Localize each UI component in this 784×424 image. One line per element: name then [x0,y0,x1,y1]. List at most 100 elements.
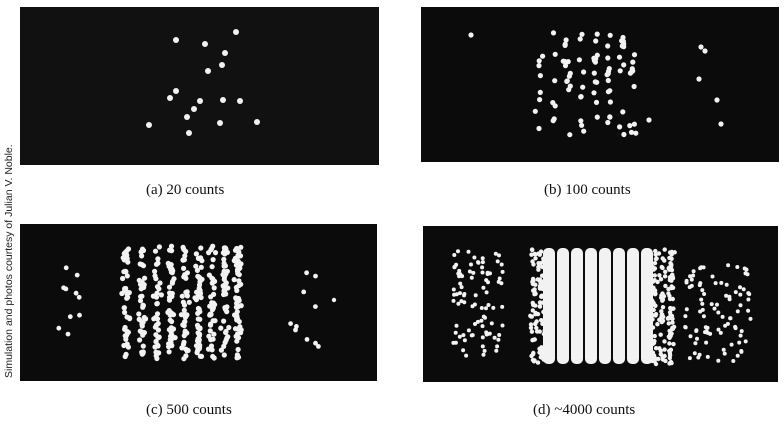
hit-dot [693,341,697,345]
hit-dot [668,351,672,355]
hit-dot [683,314,687,318]
hit-dot [235,352,240,357]
hit-dot [237,324,242,329]
hit-dot [704,341,708,345]
hit-dot [202,41,208,47]
hit-dot [490,321,494,325]
hit-dot [195,268,200,273]
hit-dot [139,350,144,355]
hit-dot [581,69,586,74]
hit-dot [167,327,172,332]
hit-dot [538,304,542,308]
hit-dot [183,276,188,281]
hit-dot [123,354,128,359]
hit-dot [198,354,203,359]
hit-dot [126,345,131,350]
hit-dot [151,316,156,321]
fringe-band [557,248,569,364]
hit-dot [746,272,750,276]
hit-dot [593,38,598,43]
hit-dot [123,333,128,338]
hit-dot [481,256,485,260]
hit-dot [716,359,720,363]
hit-dot [121,269,126,274]
hit-dot [669,360,673,364]
hit-dot [217,120,223,126]
hit-dot [653,261,657,265]
hit-dot [196,330,201,335]
hit-dot [123,288,128,293]
hit-dot [553,52,558,57]
hit-dot [536,126,541,131]
hit-dot [652,278,656,282]
hit-dot [470,276,474,280]
hit-dot [66,332,71,337]
hit-dot [451,341,455,345]
hit-dot [481,271,485,275]
hit-dot [621,132,626,137]
hit-dot [481,286,485,290]
hit-dot [533,312,537,316]
hit-dot [481,260,485,264]
hit-dot [452,293,456,297]
hit-dot [561,59,566,64]
hit-dot [225,334,230,339]
hit-dot [591,90,596,95]
hit-dot [652,341,656,345]
hit-dot [736,309,740,313]
hit-dot [497,253,501,257]
hit-dot [533,303,537,307]
hit-dot [208,322,213,327]
hit-dot [671,275,675,279]
hit-dot [533,337,537,341]
hit-dot [652,267,656,271]
hit-dot [223,340,228,345]
hit-dot [730,343,734,347]
hit-dot [234,339,239,344]
hit-dot [708,332,712,336]
hit-dot [531,288,535,292]
hit-dot [491,306,495,310]
hit-dot [606,78,611,83]
hit-dot [659,333,663,337]
hit-dot [539,295,543,299]
hit-dot [737,341,741,345]
hit-dot [540,322,544,326]
hit-dot [540,274,544,278]
hit-dot [722,348,726,352]
hit-dot [568,71,573,76]
hit-dot [702,314,706,318]
hit-dot [154,262,159,267]
hit-dot [542,329,546,333]
fringe-band [543,248,555,364]
hit-dot [536,251,540,255]
hit-dot [186,130,192,136]
hit-dot [580,85,585,90]
hit-dot [630,60,635,65]
hit-dot [669,267,673,271]
hit-dot [235,298,240,303]
hit-dot [632,122,637,127]
hit-dot [699,265,703,269]
hit-dot [236,267,241,272]
hit-dot [535,329,539,333]
hit-dot [221,319,226,324]
hit-dot [480,306,484,310]
hit-dot [127,316,132,321]
hit-dot [632,84,637,89]
hit-dot [553,103,558,108]
hit-dot [136,311,141,316]
hit-dot [536,265,540,269]
caption-b: (b) 100 counts [544,182,631,199]
hit-dot [288,321,293,326]
hit-dot [236,347,241,352]
hit-dot [685,307,689,311]
hit-dot [719,331,723,335]
hit-dot [592,71,597,76]
hit-dot [632,52,637,57]
hit-dot [689,334,693,338]
hit-dot [195,323,200,328]
hit-dot [542,357,546,361]
hit-dot [667,321,671,325]
hit-dot [666,291,670,295]
